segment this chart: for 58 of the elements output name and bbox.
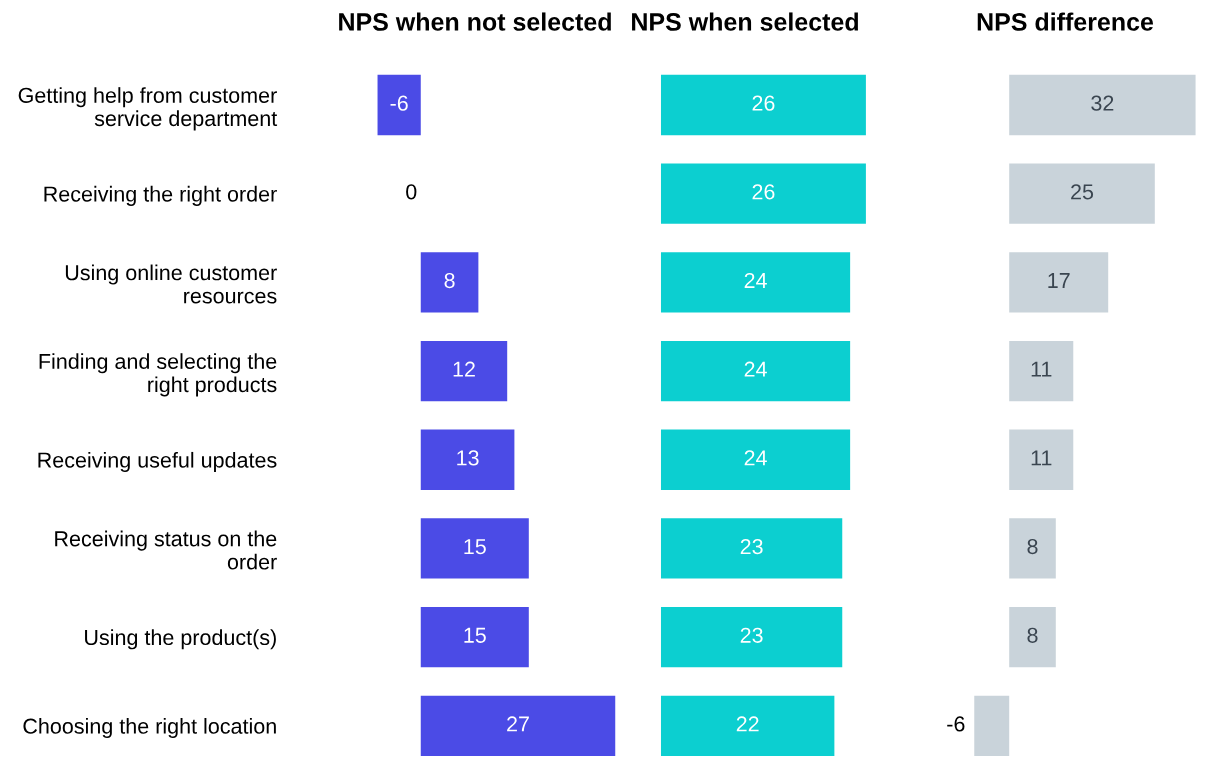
data-label: -6 xyxy=(390,95,408,111)
data-label: 25 xyxy=(1071,184,1094,200)
bar xyxy=(660,429,851,490)
y-tick-label: Finding and selecting the right products xyxy=(39,353,277,397)
bar xyxy=(1009,163,1155,224)
data-label: 32 xyxy=(1091,95,1114,111)
bar xyxy=(660,74,866,136)
y-tick-label: Using online customer resources xyxy=(65,264,277,304)
data-label: 24 xyxy=(744,450,767,466)
data-label: 23 xyxy=(740,538,763,555)
data-label: 23 xyxy=(740,627,763,643)
data-label: 8 xyxy=(444,272,455,289)
chart-title: NPS difference xyxy=(977,12,1154,31)
data-label: -6 xyxy=(947,716,965,732)
bar xyxy=(377,74,421,136)
bar xyxy=(420,606,529,668)
data-label: 8 xyxy=(1027,538,1038,555)
y-tick-label: Receiving useful updates xyxy=(38,451,277,472)
data-label: 11 xyxy=(1031,361,1052,377)
bar xyxy=(660,695,835,756)
data-label: 22 xyxy=(736,716,759,732)
y-tick-label: Choosing the right location xyxy=(23,717,276,739)
bar xyxy=(660,340,851,402)
chart-title: NPS when selected xyxy=(632,12,858,31)
y-tick-label: Getting help from customer service department xyxy=(18,87,278,131)
bar xyxy=(1009,340,1074,402)
bar xyxy=(420,518,529,579)
bar xyxy=(1009,429,1074,490)
data-label: 15 xyxy=(464,539,486,555)
bar xyxy=(420,429,515,490)
data-label: 0 xyxy=(406,184,417,200)
bar xyxy=(1009,518,1056,579)
bar xyxy=(1009,74,1196,136)
y-tick-label: Using the product(s) xyxy=(85,629,276,650)
bar xyxy=(660,606,843,668)
bar xyxy=(420,252,479,313)
bar xyxy=(420,340,508,402)
bar xyxy=(660,518,843,579)
data-label: 26 xyxy=(752,184,775,200)
data-label: 8 xyxy=(1027,627,1038,643)
data-label: 17 xyxy=(1048,273,1070,288)
chart-title: NPS when not selected xyxy=(339,12,611,31)
bar xyxy=(420,695,616,756)
bar xyxy=(660,163,866,224)
bar xyxy=(1009,252,1109,313)
y-tick-label: Receiving the right order xyxy=(44,185,277,206)
bar xyxy=(974,695,1010,756)
data-label: 12 xyxy=(453,361,475,377)
bar xyxy=(1009,606,1056,668)
data-label: 13 xyxy=(457,450,479,466)
data-label: 11 xyxy=(1031,450,1052,466)
data-label: 24 xyxy=(744,272,767,288)
bar xyxy=(660,252,851,313)
data-label: 26 xyxy=(752,95,775,111)
y-tick-label: Receiving status on the order xyxy=(55,530,277,570)
data-label: 27 xyxy=(507,716,529,732)
data-label: 24 xyxy=(744,361,767,377)
data-label: 15 xyxy=(464,627,486,643)
